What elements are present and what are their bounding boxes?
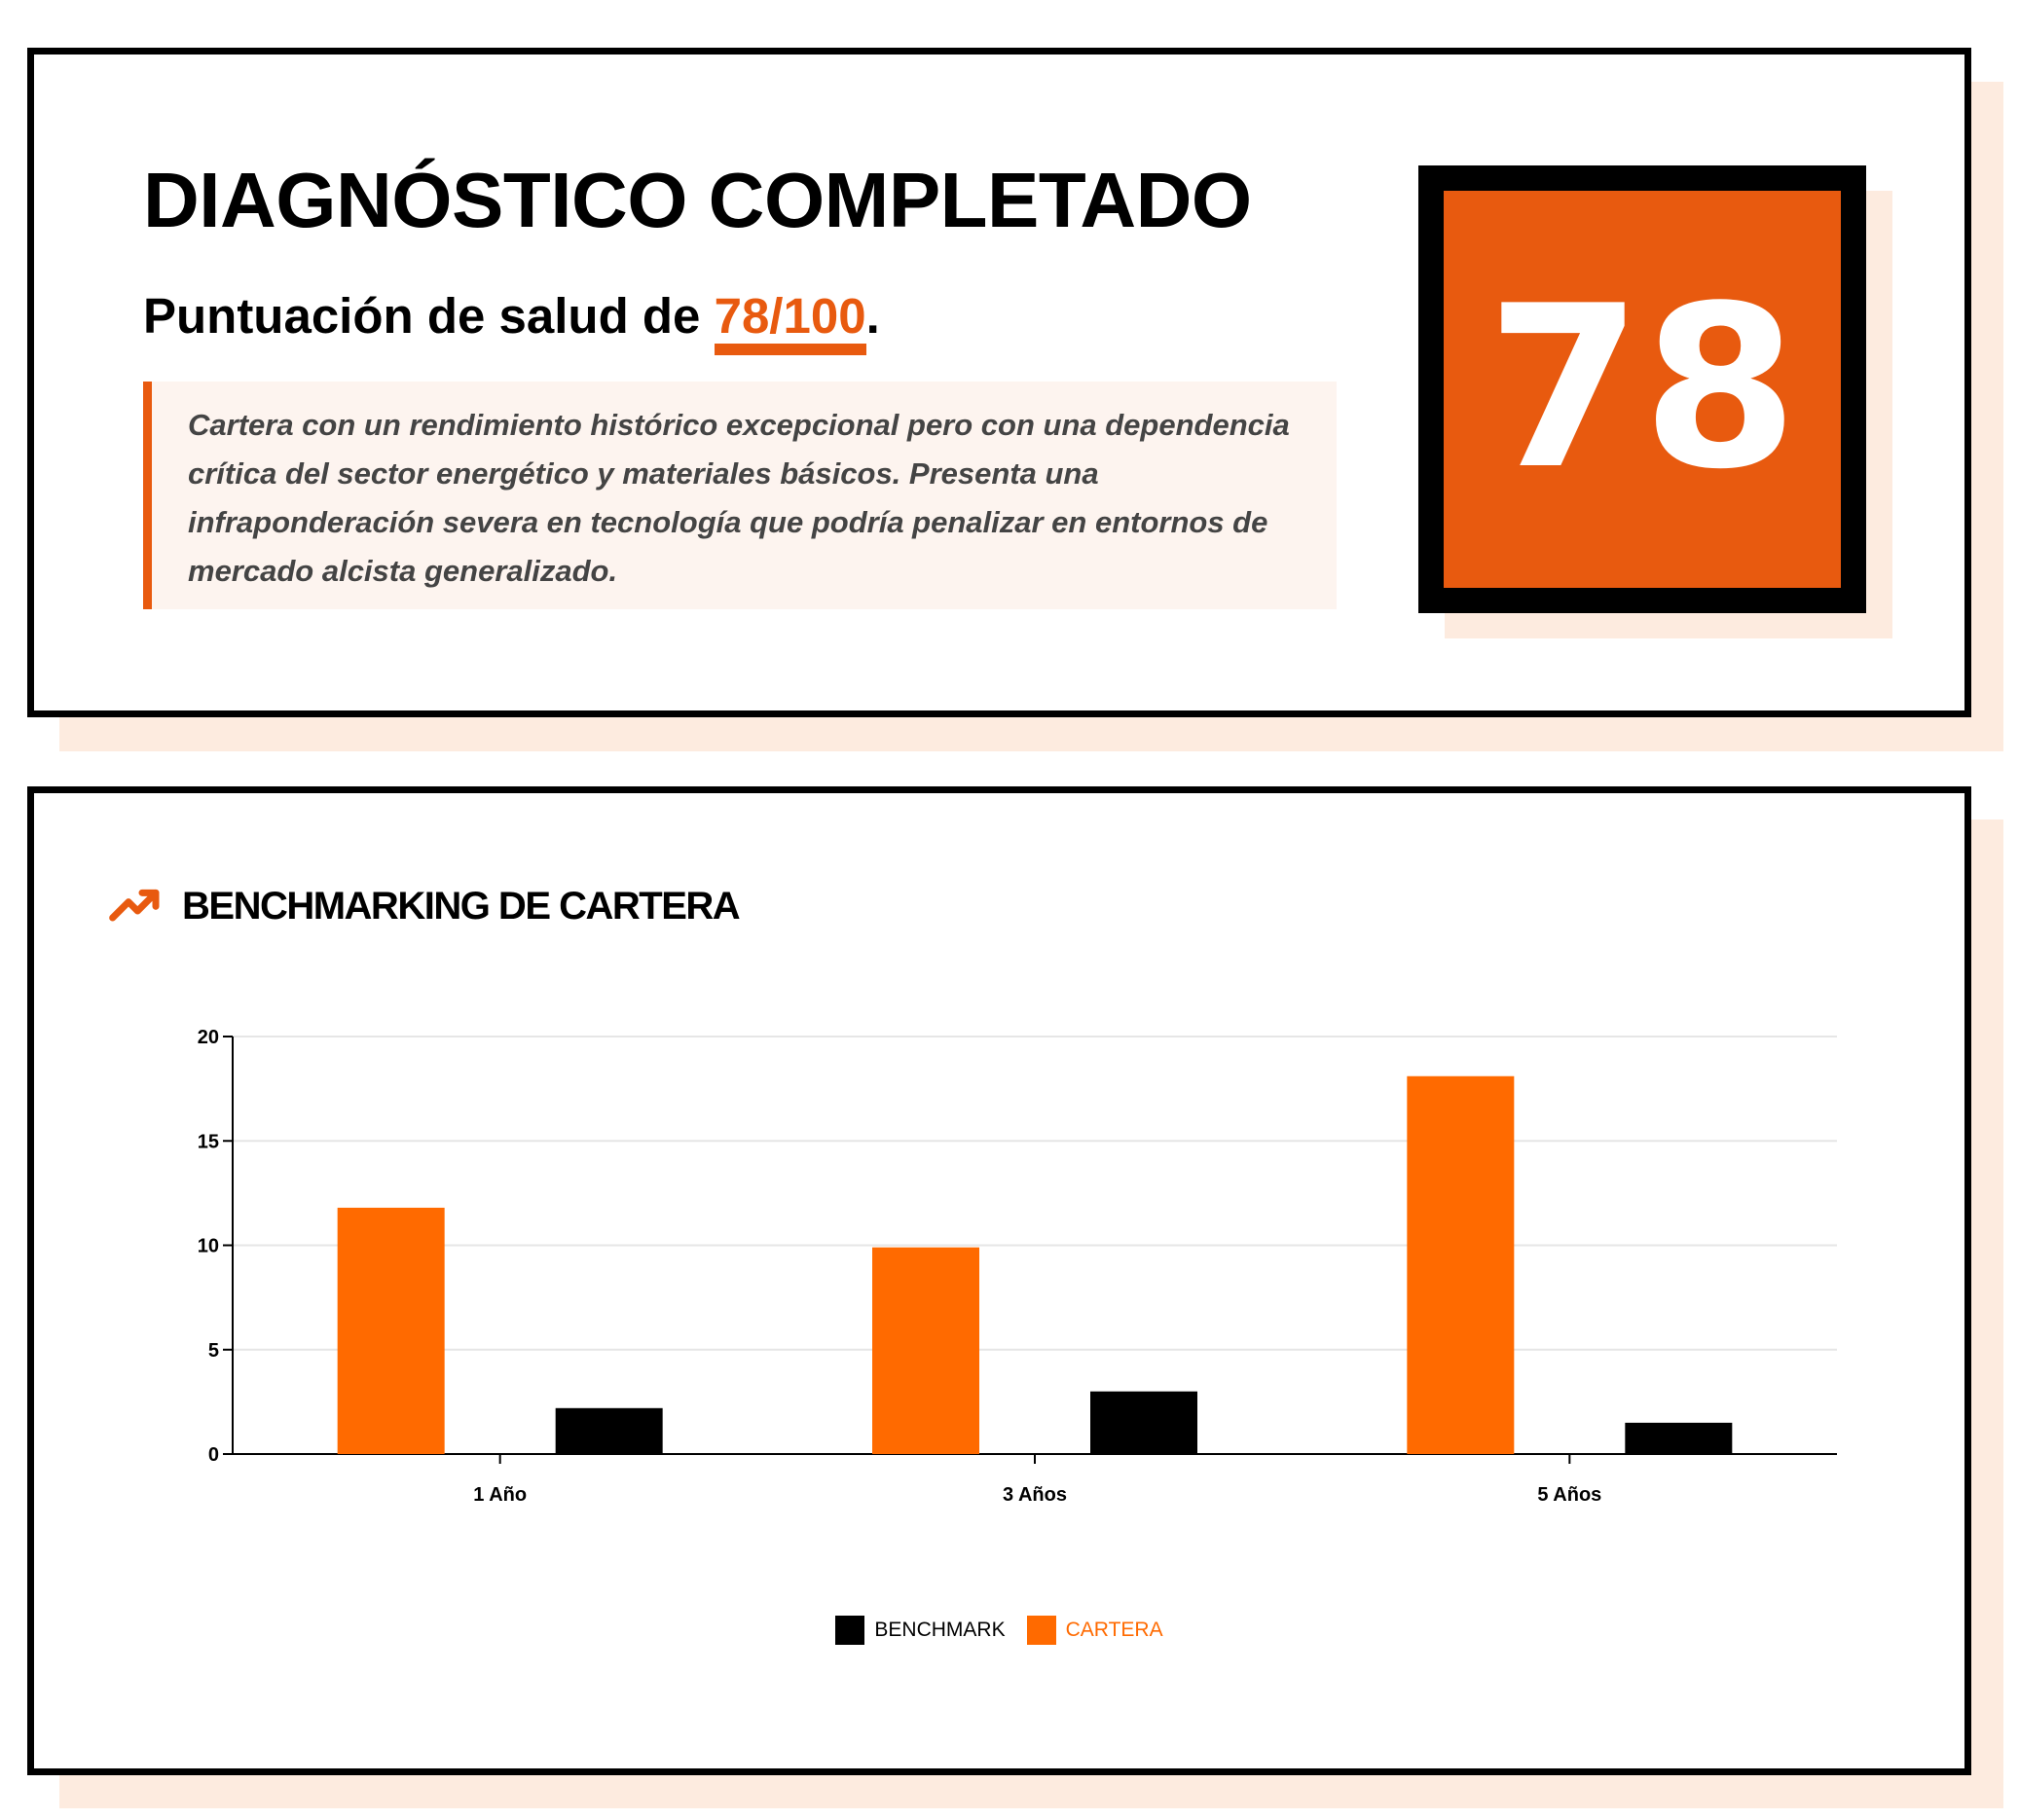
x-tick-label: 3 Años xyxy=(1003,1484,1067,1506)
y-tick-label: 0 xyxy=(208,1444,219,1466)
bar-cartera xyxy=(872,1247,979,1454)
benchmark-header: BENCHMARKING DE CARTERA xyxy=(108,877,741,936)
bar-benchmark xyxy=(1625,1422,1733,1454)
diagnosis-card: DIAGNÓSTICO COMPLETADO Puntuación de sal… xyxy=(27,48,1971,717)
benchmark-chart: 0 5 10 15 20 1 Año 3 Años 5 Años xyxy=(198,1027,1837,1506)
health-score-value: 78/100 xyxy=(714,288,866,355)
legend-item-cartera[interactable]: CARTERA xyxy=(1026,1616,1163,1645)
benchmark-title: BENCHMARKING DE CARTERA xyxy=(182,885,741,928)
diagnosis-summary: Cartera con un rendimiento histórico exc… xyxy=(143,382,1337,609)
x-tick-label: 1 Año xyxy=(473,1484,527,1506)
health-score-suffix: . xyxy=(865,288,880,344)
y-tick-label: 5 xyxy=(208,1340,219,1362)
health-score-line: Puntuación de salud de 78/100. xyxy=(143,286,880,355)
legend-label-cartera: CARTERA xyxy=(1065,1619,1163,1641)
legend-swatch-benchmark xyxy=(835,1616,865,1645)
score-badge: 78 xyxy=(1418,165,1866,613)
y-tick-label: 10 xyxy=(198,1236,219,1257)
legend-label-benchmark: BENCHMARK xyxy=(874,1619,1006,1641)
bar-benchmark xyxy=(1090,1391,1197,1454)
y-tick-label: 15 xyxy=(198,1131,219,1152)
health-score-prefix: Puntuación de salud de xyxy=(143,288,715,344)
bar-cartera xyxy=(1407,1075,1515,1454)
benchmark-card: BENCHMARKING DE CARTERA 0 5 10 15 20 1 Año 3 A… xyxy=(27,786,1971,1775)
diagnosis-title: DIAGNÓSTICO COMPLETADO xyxy=(143,157,1252,243)
score-badge-number: 78 xyxy=(1444,191,1841,588)
bar-cartera xyxy=(337,1207,445,1454)
legend-swatch-cartera xyxy=(1026,1616,1056,1645)
x-tick-label: 5 Años xyxy=(1537,1484,1601,1506)
trending-up-icon xyxy=(108,877,163,936)
y-tick-label: 20 xyxy=(198,1027,219,1048)
legend-item-benchmark[interactable]: BENCHMARK xyxy=(835,1616,1006,1645)
chart-legend: BENCHMARK CARTERA xyxy=(34,1616,1964,1645)
bar-benchmark xyxy=(555,1407,663,1454)
